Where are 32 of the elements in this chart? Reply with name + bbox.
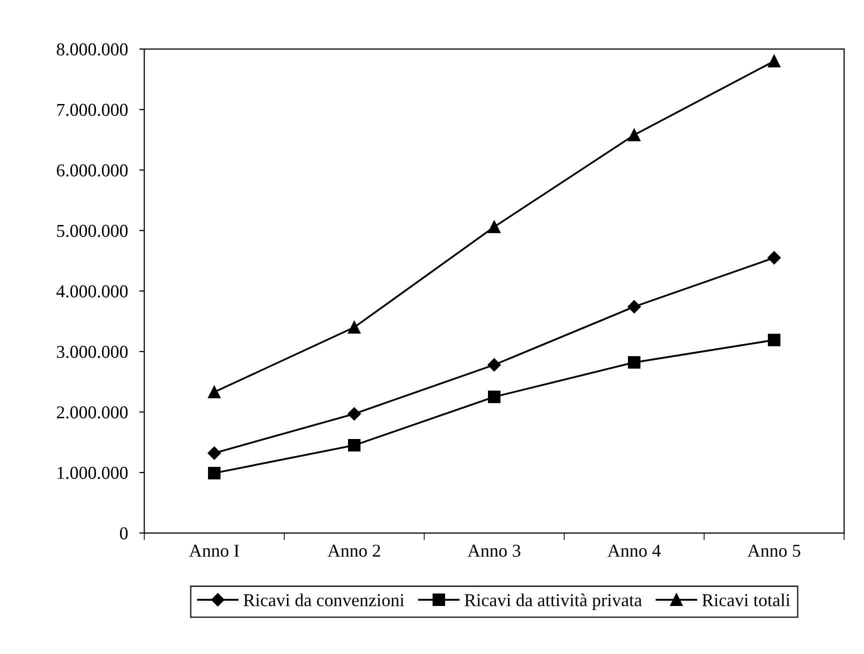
legend-label: Ricavi totali: [702, 594, 790, 606]
point: [348, 321, 360, 334]
y-tick-label: 2.000.000: [56, 406, 128, 419]
y-tick-label: 0: [120, 527, 128, 540]
y-tick-label: 5.000.000: [57, 224, 128, 238]
point: [768, 251, 781, 264]
point: [488, 358, 501, 372]
point: [628, 300, 641, 314]
point: [488, 390, 500, 404]
point: [208, 386, 221, 398]
x-tick-label: Anno I: [189, 544, 239, 557]
legend-label: Ricavi da convenzioni: [244, 594, 404, 606]
x-tick-label: Anno 5: [747, 544, 800, 557]
x-tick-label: Anno 2: [328, 544, 380, 557]
point: [348, 439, 360, 452]
y-tick-label: 8.000.000: [56, 43, 128, 56]
point: [208, 446, 221, 460]
x-tick-label: Anno 4: [608, 544, 661, 557]
y-tick-label: 7.000.000: [57, 104, 128, 116]
point: [348, 407, 361, 420]
legend-label: Ricavi da attività privata: [464, 594, 642, 610]
point: [628, 356, 640, 369]
point: [628, 128, 640, 142]
point: [488, 220, 500, 234]
y-tick-label: 1.000.000: [58, 466, 128, 480]
y-tick-label: 6.000.000: [56, 164, 128, 177]
y-tick-label: 4.000.000: [56, 285, 128, 298]
point: [208, 466, 221, 480]
x-tick-label: Anno 3: [468, 544, 520, 557]
point: [768, 334, 780, 346]
point: [768, 54, 780, 68]
y-tick-label: 3.000.000: [56, 346, 128, 358]
